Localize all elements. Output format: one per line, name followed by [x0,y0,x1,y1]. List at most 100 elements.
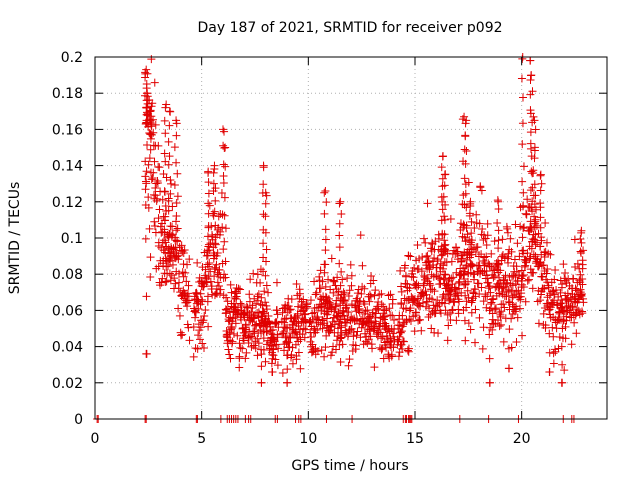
data-point [147,120,156,129]
data-point [419,234,428,243]
data-point [205,201,214,210]
data-point [461,180,470,189]
data-point [257,329,266,338]
data-point [460,145,469,154]
data-point [210,251,219,260]
data-point [507,247,516,256]
data-point [273,310,282,319]
data-point [553,316,562,325]
data-point [143,140,152,149]
data-point [141,177,150,186]
data-point [155,163,164,172]
data-point [336,301,345,310]
data-point [153,179,162,188]
data-point [401,261,410,270]
data-point [522,210,531,219]
data-point [204,199,213,208]
data-point [346,260,355,269]
data-point [141,234,150,243]
data-point [536,199,545,208]
data-point [283,378,291,387]
data-point [166,107,175,116]
data-point [166,176,175,185]
data-point [336,315,345,324]
data-point [320,188,329,197]
data-point [504,285,513,294]
data-point [300,333,309,342]
data-point [173,169,182,178]
data-point [166,179,175,188]
data-point [203,232,212,241]
data-point [518,272,527,281]
data-point [440,230,449,239]
data-point [557,342,566,351]
data-point [221,257,230,266]
data-point [550,275,559,284]
data-point [524,275,533,284]
data-point [161,202,170,211]
data-point [394,352,403,361]
data-point [253,308,262,317]
data-point [175,311,184,320]
data-point [478,344,487,353]
data-point [345,286,354,295]
data-point [209,179,218,188]
data-point [161,129,170,138]
data-point [443,336,452,345]
data-point [294,348,303,357]
data-point [516,304,525,313]
data-point [337,209,346,218]
data-point [486,323,495,332]
data-point [141,185,150,194]
data-point [327,254,336,263]
data-point [531,217,540,226]
data-point [510,255,519,264]
data-point [371,286,380,295]
y-tick-label: 0 [74,412,83,428]
data-point [577,226,586,235]
data-point [471,338,480,347]
data-point [141,119,150,128]
data-point [512,287,521,296]
data-point [249,269,258,278]
data-point [441,200,450,209]
data-point [417,326,426,335]
data-point [209,186,218,195]
data-point [369,276,378,285]
data-point [523,195,532,204]
data-point [461,159,470,168]
data-point [486,288,495,297]
data-point [299,324,308,333]
data-point [483,231,492,240]
data-point [153,194,162,203]
data-point [472,210,481,219]
data-point [336,197,345,206]
data-point [150,217,159,226]
data-point [253,351,262,360]
data-point [227,288,236,297]
data-point [571,284,580,293]
data-point [219,125,227,134]
data-point [286,305,295,314]
data-point [578,309,587,318]
data-point [560,366,569,375]
data-point [161,238,170,247]
data-point [431,301,440,310]
data-point [356,333,365,342]
data-point [170,181,179,190]
data-point [196,323,205,332]
data-point [292,279,301,288]
data-point [461,132,470,141]
data-point [321,225,330,234]
y-tick-label: 0.16 [52,122,83,138]
data-point [273,361,282,370]
data-point [528,87,537,96]
data-point [233,331,242,340]
data-point [204,209,213,218]
x-tick-label: 5 [197,431,206,447]
data-point [395,332,404,341]
data-point [204,240,213,249]
data-point [494,197,503,206]
data-point [290,329,299,338]
data-point [270,319,279,328]
